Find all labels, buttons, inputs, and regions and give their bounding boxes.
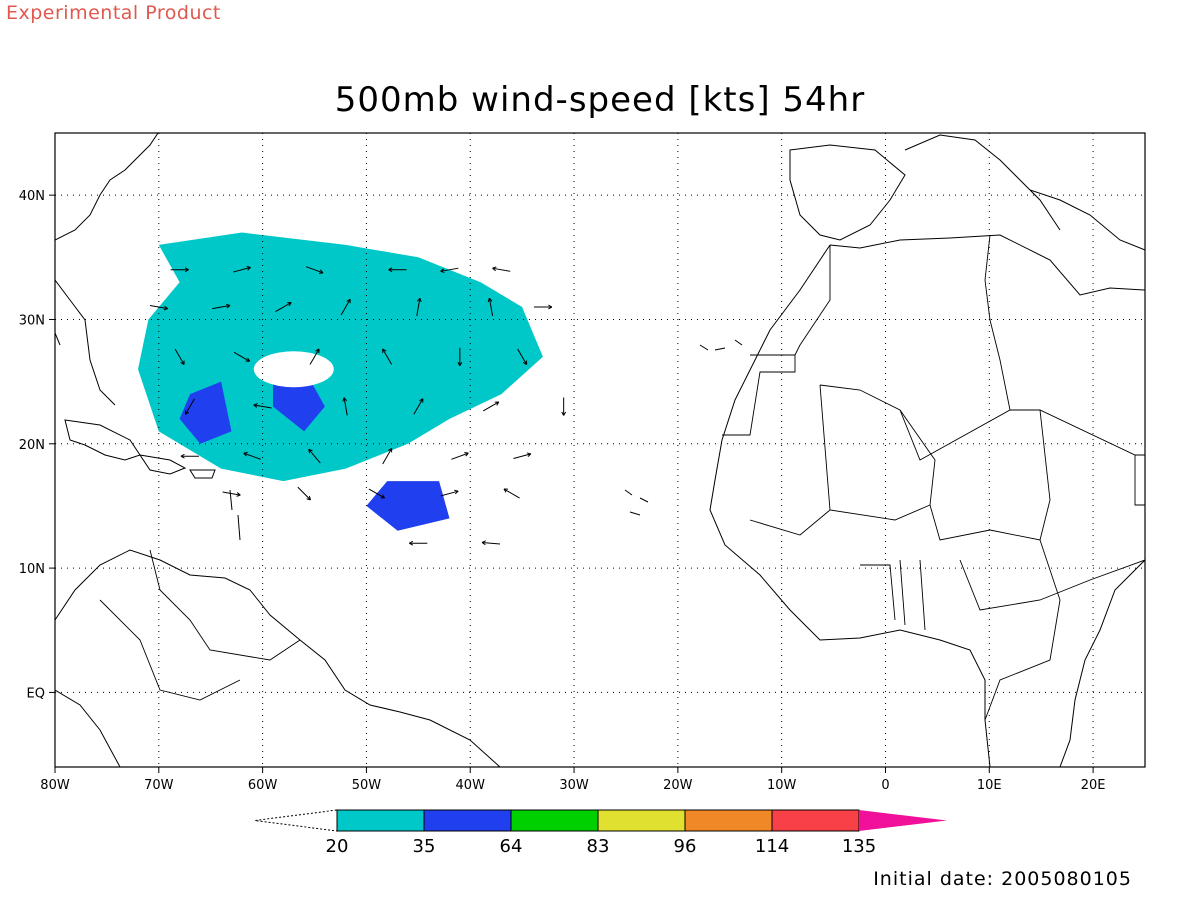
x-tick-label: 20W [663, 778, 693, 793]
wind-vector [382, 447, 393, 465]
x-tick-label: 40W [456, 778, 486, 793]
y-tick-label: EQ [27, 686, 45, 701]
wind-vector [561, 397, 567, 416]
x-tick-label: 20E [1081, 778, 1106, 793]
map-frame [54, 132, 1146, 768]
shaded-region-3 [366, 481, 450, 531]
wind-vector [233, 351, 251, 362]
wind-vector [253, 403, 272, 409]
wind-vector [180, 453, 199, 459]
wind-vector [413, 398, 424, 415]
x-tick-label: 50W [352, 778, 382, 793]
caribbean-islands [64, 419, 241, 541]
south-america-coast [55, 549, 501, 767]
wind-vector [503, 488, 520, 499]
colorbar-segment [510, 809, 599, 832]
coastlines [55, 133, 1145, 767]
x-tick-label: 80W [40, 778, 70, 793]
canary-capeverde-islands [624, 339, 743, 516]
x-tick-label: 10W [767, 778, 797, 793]
wind-vector [492, 266, 511, 272]
y-tick-label: 10N [19, 562, 45, 577]
colorbar-segment [771, 809, 860, 832]
wind-vector [243, 452, 261, 460]
x-tick-label: 30W [559, 778, 589, 793]
colorbar-label: 64 [500, 836, 523, 857]
wind-vector [451, 452, 469, 460]
colorbar-segment [684, 809, 773, 832]
wind-vector [342, 397, 348, 416]
colorbar-label: 114 [755, 836, 789, 857]
africa-coast [709, 234, 1145, 767]
x-tick-label: 0 [881, 778, 889, 793]
colorbar-label: 20 [326, 836, 349, 857]
wind-vector [184, 398, 195, 415]
wind-vector [297, 486, 311, 501]
wind-vector [409, 540, 428, 546]
wind-vector [309, 348, 320, 365]
iberia-coast [789, 144, 906, 241]
wind-vector [457, 347, 463, 367]
colorbar-under [254, 809, 338, 832]
wind-vector [481, 540, 501, 546]
wind-vector [416, 297, 422, 316]
wind-vector [174, 348, 185, 365]
colorbar-label: 83 [587, 836, 610, 857]
y-axis: 40N 30N 20N 10N EQ [19, 189, 55, 701]
colorbar-segment [597, 809, 686, 832]
shaded-region-0 [138, 232, 543, 482]
initial-date-label: Initial date: 2005080105 [873, 868, 1132, 890]
colorbar-label: 135 [842, 836, 876, 857]
wind-vector [212, 303, 231, 310]
colorbar-segment [336, 809, 425, 832]
wind-vector [340, 298, 351, 316]
wind-vector [482, 401, 500, 412]
mediterranean-north-coast [904, 134, 1145, 251]
wind-vector [233, 265, 251, 273]
colorbar-label: 35 [413, 836, 436, 857]
x-tick-label: 60W [248, 778, 278, 793]
wind-vector [382, 348, 393, 365]
x-tick-label: 70W [144, 778, 174, 793]
wind-vector [513, 452, 532, 460]
y-tick-label: 20N [19, 438, 45, 453]
wind-vector [275, 302, 292, 312]
wind-vector [222, 491, 241, 497]
north-america-coast [55, 133, 159, 406]
colorbar: 20 35 64 83 96 114 135 [254, 809, 947, 857]
wind-speed-shading [138, 232, 543, 531]
shaded-region-2 [179, 381, 232, 444]
wind-vector [170, 267, 189, 273]
x-tick-label: 10E [977, 778, 1002, 793]
x-axis: 80W 70W 60W 50W 40W 30W 20W 10W 0 10E 20E [40, 767, 1105, 793]
y-tick-label: 30N [19, 313, 45, 328]
colorbar-label: 96 [674, 836, 697, 857]
wind-vector [388, 267, 407, 273]
colorbar-segment [423, 809, 512, 832]
wind-vector [368, 488, 386, 499]
colorbar-over [859, 810, 947, 831]
gridlines [55, 133, 1145, 767]
wind-vectors [149, 265, 567, 546]
wind-vector [440, 267, 459, 274]
wind-vector [305, 266, 324, 274]
wind-vector [487, 297, 494, 316]
experimental-product-label: Experimental Product [6, 2, 221, 24]
wind-vector [517, 348, 528, 365]
wind-vector [533, 304, 553, 310]
chart-title: 500mb wind-speed [kts] 54hr [334, 80, 866, 120]
calm-core [253, 351, 334, 388]
wind-vector [308, 448, 321, 464]
country-borders [99, 234, 1145, 721]
wind-vector [440, 489, 459, 497]
y-tick-label: 40N [19, 189, 45, 204]
